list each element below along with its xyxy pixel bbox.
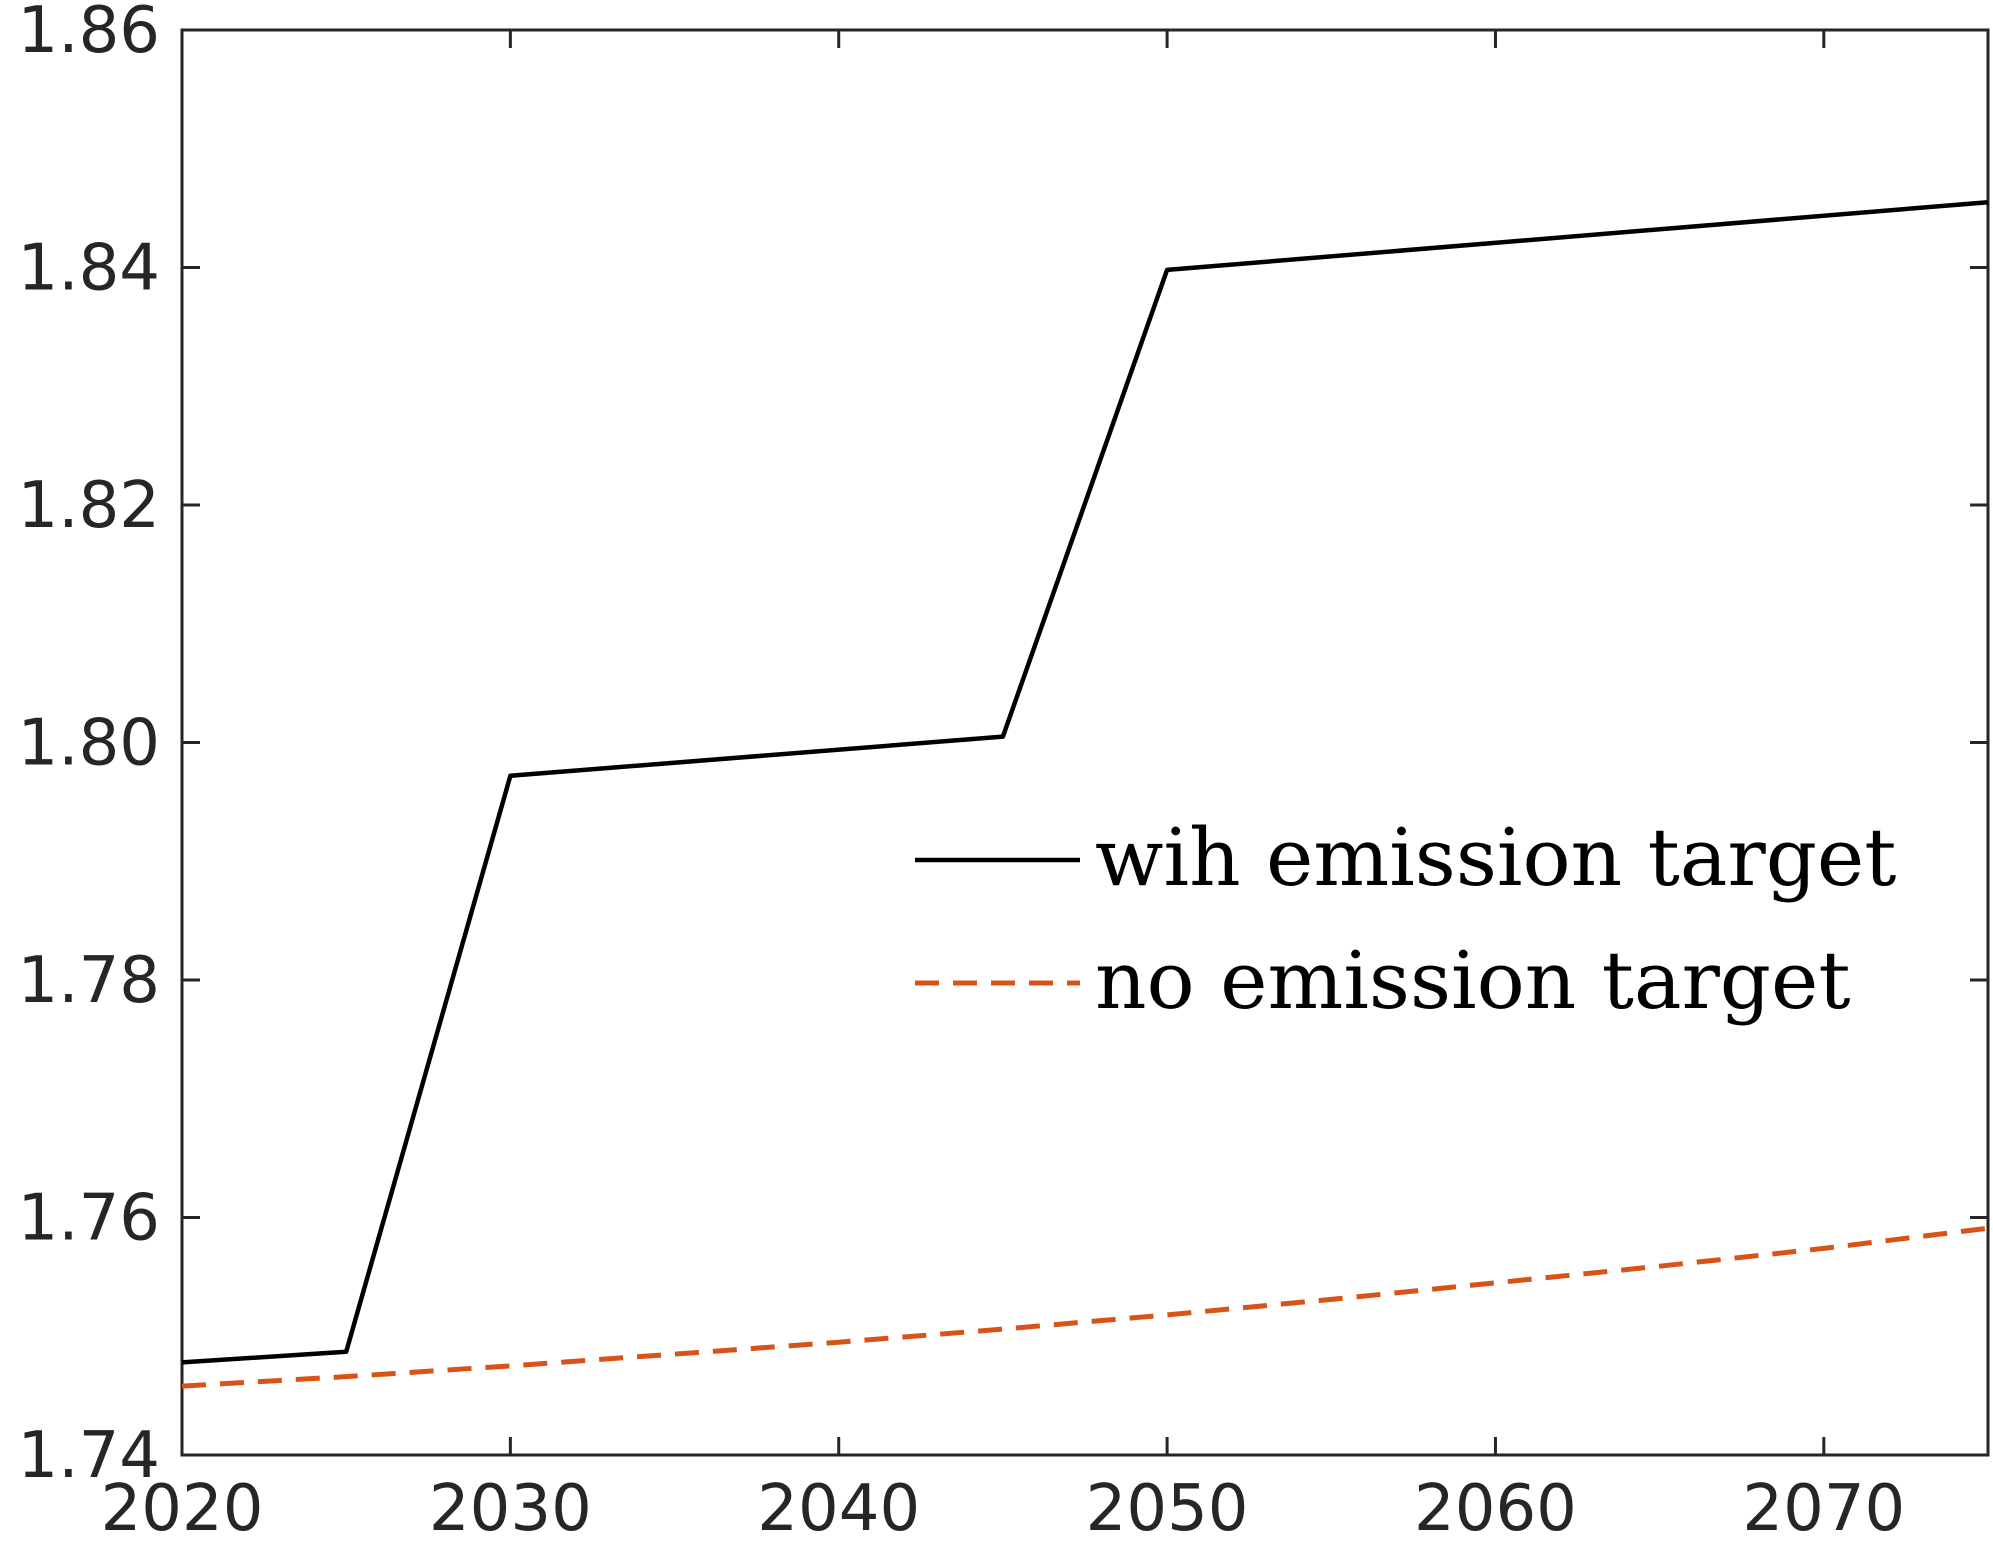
y-tick-label: 1.82 — [18, 469, 161, 543]
series-line-0 — [181, 199, 1989, 1365]
y-tick-label: 1.84 — [18, 232, 161, 306]
y-tick-label: 1.76 — [18, 1182, 161, 1256]
y-tick-label: 1.80 — [18, 707, 161, 781]
legend-label-no-target: no emission target — [1095, 934, 1851, 1027]
series-line-1 — [181, 1225, 1989, 1389]
x-tick-label: 2060 — [1414, 1472, 1577, 1546]
x-tick-label: 2050 — [1086, 1472, 1249, 1546]
ticks-layer: 2020 2030 2040 2050 2060 2070 1.74 1.76 1.78 1.80… — [18, 0, 1988, 1546]
x-tick-label: 2070 — [1742, 1472, 1905, 1546]
series-layer — [181, 199, 1989, 1389]
plot-area — [180, 28, 1990, 1457]
legend-label-with-target: wih emission target — [1095, 811, 1896, 904]
y-tick-label: 1.78 — [18, 944, 161, 1018]
y-tick-label: 1.86 — [18, 0, 161, 68]
legend: wih emission target no emission target — [915, 811, 1896, 1027]
x-tick-label: 2040 — [757, 1472, 920, 1546]
axes-box — [180, 28, 1990, 1457]
x-tick-label: 2020 — [101, 1472, 264, 1546]
x-tick-label: 2030 — [429, 1472, 592, 1546]
y-tick-label: 1.74 — [18, 1419, 161, 1493]
